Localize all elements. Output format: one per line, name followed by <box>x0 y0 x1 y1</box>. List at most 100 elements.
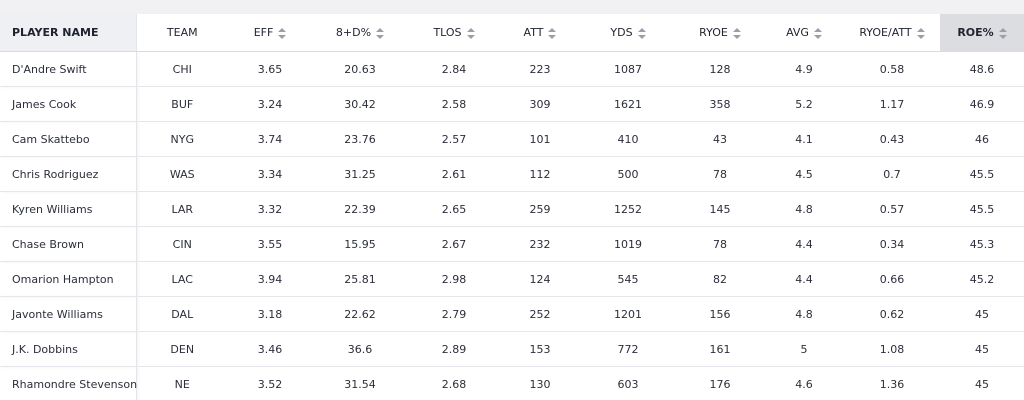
sort-arrows-icon[interactable] <box>637 27 646 39</box>
cell-team: DEN <box>136 331 228 367</box>
table-row[interactable]: Chase Brown CIN 3.55 15.95 2.67 232 1019 78 4.4 0… <box>0 226 1024 262</box>
cell-avg: 4.1 <box>764 121 844 157</box>
cell-att: 124 <box>500 261 580 297</box>
cell-eff: 3.18 <box>228 296 312 332</box>
column-header-label: PLAYER NAME <box>12 26 99 39</box>
cell-name: Chase Brown <box>0 226 137 262</box>
cell-tlos: 2.84 <box>408 51 500 87</box>
cell-ryoe: 161 <box>676 331 764 367</box>
cell-ryoe: 145 <box>676 191 764 227</box>
cell-att: 130 <box>500 366 580 400</box>
cell-avg: 4.8 <box>764 191 844 227</box>
cell-ryoe-att: 0.58 <box>844 51 940 87</box>
cell-att: 112 <box>500 156 580 192</box>
column-header-label: 8+D% <box>335 26 372 39</box>
table-row[interactable]: D'Andre Swift CHI 3.65 20.63 2.84 223 1087 128 4… <box>0 51 1024 87</box>
cell-yds: 772 <box>580 331 676 367</box>
cell-ryoe-att: 1.17 <box>844 86 940 122</box>
column-header-ryoe-att[interactable]: RYOE/ATT <box>844 14 940 52</box>
column-header-ryoe[interactable]: RYOE <box>676 14 764 52</box>
cell-att: 259 <box>500 191 580 227</box>
column-header-tlos[interactable]: TLOS <box>408 14 500 52</box>
cell-pct8d: 22.39 <box>312 191 408 227</box>
cell-pct8d: 30.42 <box>312 86 408 122</box>
sort-arrows-icon[interactable] <box>998 27 1007 39</box>
cell-tlos: 2.58 <box>408 86 500 122</box>
column-header-label: RYOE <box>699 26 728 39</box>
player-stats-table: PLAYER NAME TEAM EFF 8+D% TLOS ATT YDS RYOE AVG R… <box>0 14 1024 400</box>
cell-avg: 4.6 <box>764 366 844 400</box>
cell-ryoe: 358 <box>676 86 764 122</box>
cell-yds: 1201 <box>580 296 676 332</box>
cell-team: LAR <box>136 191 228 227</box>
cell-avg: 4.5 <box>764 156 844 192</box>
cell-tlos: 2.57 <box>408 121 500 157</box>
table-row[interactable]: Rhamondre Stevenson NE 3.52 31.54 2.68 130 603… <box>0 366 1024 400</box>
cell-att: 101 <box>500 121 580 157</box>
cell-name: James Cook <box>0 86 137 122</box>
sort-arrows-icon[interactable] <box>916 27 925 39</box>
cell-tlos: 2.89 <box>408 331 500 367</box>
cell-roe: 45.2 <box>940 261 1024 297</box>
cell-pct8d: 20.63 <box>312 51 408 87</box>
cell-name: D'Andre Swift <box>0 51 137 87</box>
column-header-eff[interactable]: EFF <box>228 14 312 52</box>
cell-eff: 3.52 <box>228 366 312 400</box>
column-header-roe[interactable]: ROE% <box>940 14 1024 52</box>
cell-ryoe-att: 1.08 <box>844 331 940 367</box>
cell-yds: 1621 <box>580 86 676 122</box>
cell-yds: 410 <box>580 121 676 157</box>
cell-name: Cam Skattebo <box>0 121 137 157</box>
column-header-label: ATT <box>523 26 544 39</box>
cell-name: Rhamondre Stevenson <box>0 366 137 400</box>
cell-att: 223 <box>500 51 580 87</box>
column-header-name: PLAYER NAME <box>0 14 137 52</box>
cell-ryoe-att: 1.36 <box>844 366 940 400</box>
cell-roe: 45.5 <box>940 191 1024 227</box>
cell-ryoe: 128 <box>676 51 764 87</box>
cell-tlos: 2.65 <box>408 191 500 227</box>
cell-yds: 500 <box>580 156 676 192</box>
table-row[interactable]: Cam Skattebo NYG 3.74 23.76 2.57 101 410 43 4.1 0… <box>0 121 1024 157</box>
cell-ryoe-att: 0.62 <box>844 296 940 332</box>
cell-roe: 46.9 <box>940 86 1024 122</box>
table-row[interactable]: Javonte Williams DAL 3.18 22.62 2.79 252 1201 1… <box>0 296 1024 332</box>
cell-team: BUF <box>136 86 228 122</box>
sort-arrows-icon[interactable] <box>466 27 475 39</box>
cell-eff: 3.34 <box>228 156 312 192</box>
table-row[interactable]: Chris Rodriguez WAS 3.34 31.25 2.61 112 500 78 4… <box>0 156 1024 192</box>
cell-yds: 603 <box>580 366 676 400</box>
cell-team: NE <box>136 366 228 400</box>
header-row: PLAYER NAME TEAM EFF 8+D% TLOS ATT YDS RYOE AVG R… <box>0 14 1024 52</box>
cell-avg: 4.4 <box>764 226 844 262</box>
cell-tlos: 2.98 <box>408 261 500 297</box>
table-row[interactable]: Kyren Williams LAR 3.32 22.39 2.65 259 1252 145… <box>0 191 1024 227</box>
table-header: PLAYER NAME TEAM EFF 8+D% TLOS ATT YDS RYOE AVG R… <box>0 14 1024 52</box>
table-row[interactable]: James Cook BUF 3.24 30.42 2.58 309 1621 358 5.2 1… <box>0 86 1024 122</box>
column-header-att[interactable]: ATT <box>500 14 580 52</box>
cell-eff: 3.55 <box>228 226 312 262</box>
sort-arrows-icon[interactable] <box>813 27 822 39</box>
table-row[interactable]: Omarion Hampton LAC 3.94 25.81 2.98 124 545 82 4… <box>0 261 1024 297</box>
sort-arrows-icon[interactable] <box>548 27 557 39</box>
sort-arrows-icon[interactable] <box>278 27 287 39</box>
cell-avg: 5.2 <box>764 86 844 122</box>
cell-name: Javonte Williams <box>0 296 137 332</box>
table-body: D'Andre Swift CHI 3.65 20.63 2.84 223 1087 128 4… <box>0 51 1024 400</box>
column-header-team[interactable]: TEAM <box>136 14 228 52</box>
cell-team: WAS <box>136 156 228 192</box>
cell-team: DAL <box>136 296 228 332</box>
cell-roe: 45 <box>940 296 1024 332</box>
column-header-pct8d[interactable]: 8+D% <box>312 14 408 52</box>
column-header-avg[interactable]: AVG <box>764 14 844 52</box>
sort-arrows-icon[interactable] <box>732 27 741 39</box>
cell-name: Kyren Williams <box>0 191 137 227</box>
cell-ryoe: 156 <box>676 296 764 332</box>
cell-ryoe-att: 0.7 <box>844 156 940 192</box>
cell-att: 232 <box>500 226 580 262</box>
column-header-yds[interactable]: YDS <box>580 14 676 52</box>
sort-arrows-icon[interactable] <box>376 27 385 39</box>
table-row[interactable]: J.K. Dobbins DEN 3.46 36.6 2.89 153 772 161 5 1.0… <box>0 331 1024 367</box>
cell-ryoe: 82 <box>676 261 764 297</box>
cell-eff: 3.32 <box>228 191 312 227</box>
